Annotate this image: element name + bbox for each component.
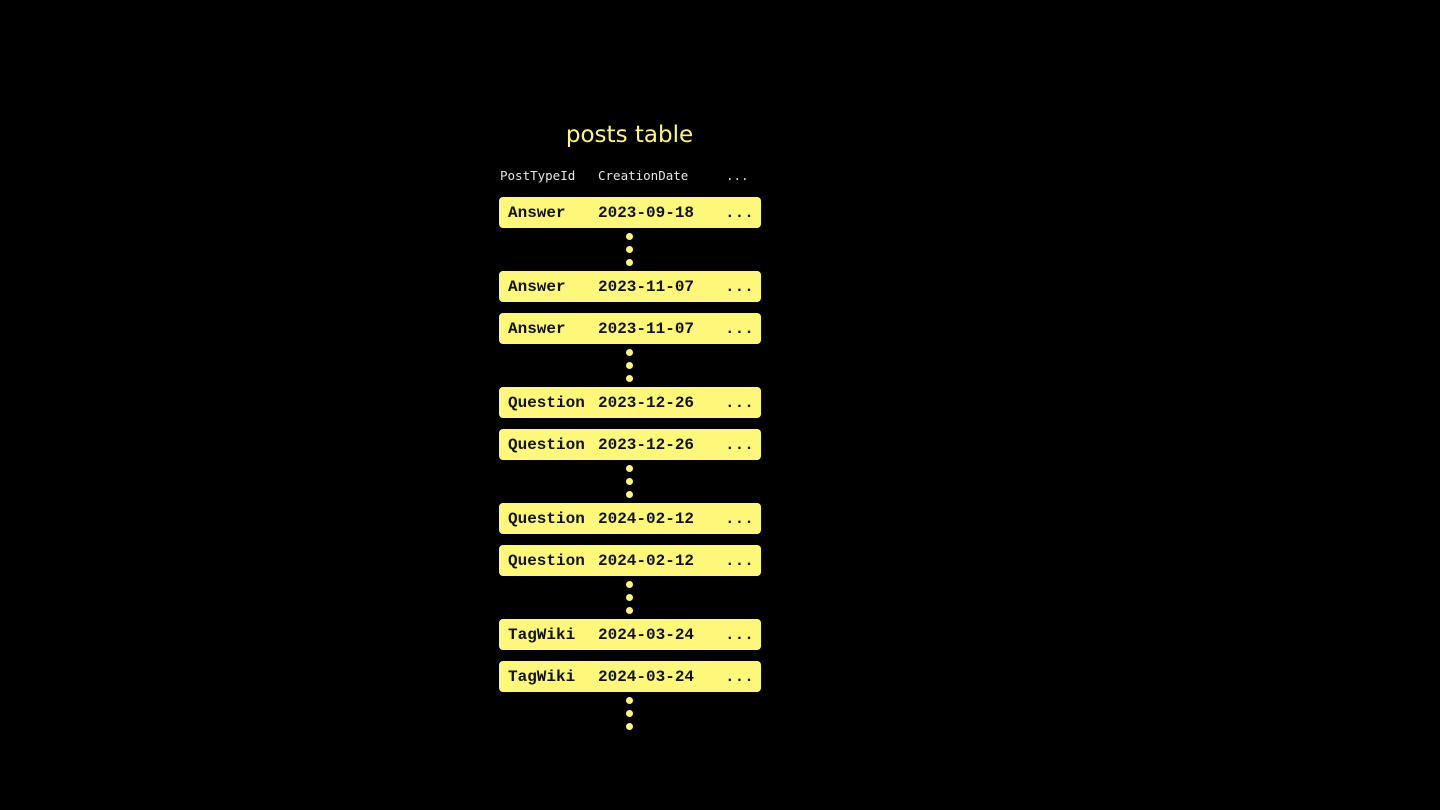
table-row: Answer 2023-11-07... <box>499 313 761 344</box>
ellipsis-dot <box>626 478 633 485</box>
ellipsis-dot <box>626 594 633 601</box>
more-cell: ... <box>725 204 754 222</box>
ellipsis-dot <box>626 259 633 266</box>
post-type-cell: Answer <box>508 278 566 296</box>
creation-date-cell: 2024-03-24 <box>598 626 695 644</box>
creation-date-cell: 2023-12-26 <box>598 394 695 412</box>
table-row: Question 2023-12-26... <box>499 387 761 418</box>
more-cell: ... <box>725 626 754 644</box>
ellipsis-dot <box>626 491 633 498</box>
more-cell: ... <box>725 278 754 296</box>
post-type-cell: TagWiki <box>508 668 576 686</box>
post-type-cell: Answer <box>508 204 566 222</box>
creation-date-cell: 2024-02-12 <box>598 510 695 528</box>
post-type-cell: Question <box>508 436 585 454</box>
more-cell: ... <box>725 394 754 412</box>
ellipsis-dot <box>626 362 633 369</box>
ellipsis-dot <box>626 581 633 588</box>
table-row: Answer 2023-09-18... <box>499 197 761 228</box>
ellipsis-dot <box>626 375 633 382</box>
post-type-cell: Question <box>508 394 585 412</box>
ellipsis-dot <box>626 607 633 614</box>
post-type-cell: Answer <box>508 320 566 338</box>
ellipsis-dot <box>626 465 633 472</box>
ellipsis-dot <box>626 723 633 730</box>
ellipsis-dot <box>626 697 633 704</box>
creation-date-cell: 2024-02-12 <box>598 552 695 570</box>
ellipsis-dot <box>626 233 633 240</box>
column-header-more: ... <box>726 168 749 183</box>
column-header-posttypeid: PostTypeId <box>500 168 576 183</box>
post-type-cell: TagWiki <box>508 626 576 644</box>
post-type-cell: Question <box>508 552 585 570</box>
more-cell: ... <box>725 436 754 454</box>
table-row: Question 2023-12-26... <box>499 429 761 460</box>
creation-date-cell: 2023-12-26 <box>598 436 695 454</box>
table-row: TagWiki 2024-03-24... <box>499 661 761 692</box>
column-header-creationdate: CreationDate <box>598 168 689 183</box>
table-title: posts table <box>565 122 694 148</box>
more-cell: ... <box>725 320 754 338</box>
table-row: Answer 2023-11-07... <box>499 271 761 302</box>
creation-date-cell: 2023-11-07 <box>598 320 695 338</box>
more-cell: ... <box>725 552 754 570</box>
ellipsis-dot <box>626 246 633 253</box>
table-row: TagWiki 2024-03-24... <box>499 619 761 650</box>
creation-date-cell: 2023-11-07 <box>598 278 695 296</box>
table-row: Question 2024-02-12... <box>499 503 761 534</box>
ellipsis-dot <box>626 349 633 356</box>
more-cell: ... <box>725 668 754 686</box>
creation-date-cell: 2023-09-18 <box>598 204 695 222</box>
creation-date-cell: 2024-03-24 <box>598 668 695 686</box>
more-cell: ... <box>725 510 754 528</box>
ellipsis-dot <box>626 710 633 717</box>
post-type-cell: Question <box>508 510 585 528</box>
table-row: Question 2024-02-12... <box>499 545 761 576</box>
